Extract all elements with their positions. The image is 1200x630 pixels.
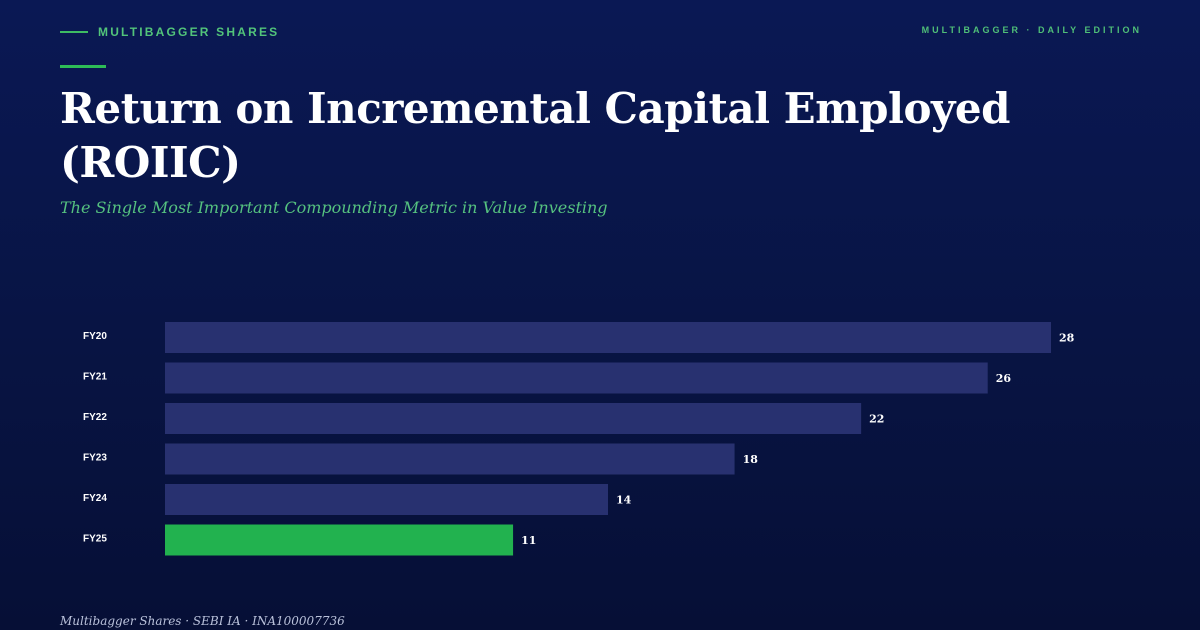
value-label-fy25: 11	[521, 534, 536, 547]
value-label-fy24: 14	[616, 494, 632, 507]
bar-chart: FY20 28 FY21 26 FY22 22 FY23 18 FY24 14 FY25 11	[83, 322, 1075, 556]
title-accent-line	[60, 65, 106, 68]
bar-fy25	[165, 524, 514, 556]
category-label-fy20: FY20	[83, 331, 107, 342]
bar-fy24	[165, 484, 608, 515]
value-label-fy21: 26	[996, 372, 1012, 385]
bar-fy23	[165, 443, 735, 475]
value-label-fy22: 22	[869, 413, 884, 426]
value-label-fy23: 18	[743, 453, 759, 466]
bar-fy22	[165, 403, 862, 434]
value-label-fy20: 28	[1059, 332, 1075, 345]
category-label-fy25: FY25	[83, 534, 107, 545]
edition-label: MULTIBAGGER · DAILY EDITION	[921, 25, 1142, 35]
chart-title: Return on Incremental Capital Employed (…	[60, 84, 1010, 187]
category-label-fy24: FY24	[83, 493, 107, 504]
brand: MULTIBAGGER SHARES	[60, 25, 279, 39]
bar-fy20	[165, 322, 1051, 353]
footer-disclaimer: Multibagger Shares · SEBI IA · INA100007…	[60, 614, 345, 628]
category-label-fy21: FY21	[83, 372, 107, 383]
chart-subtitle: The Single Most Important Compounding Me…	[60, 198, 608, 217]
brand-accent-line	[60, 31, 88, 33]
brand-name: MULTIBAGGER SHARES	[98, 25, 280, 39]
category-label-fy23: FY23	[83, 453, 107, 464]
bar-fy21	[165, 362, 988, 394]
category-label-fy22: FY22	[83, 412, 107, 423]
